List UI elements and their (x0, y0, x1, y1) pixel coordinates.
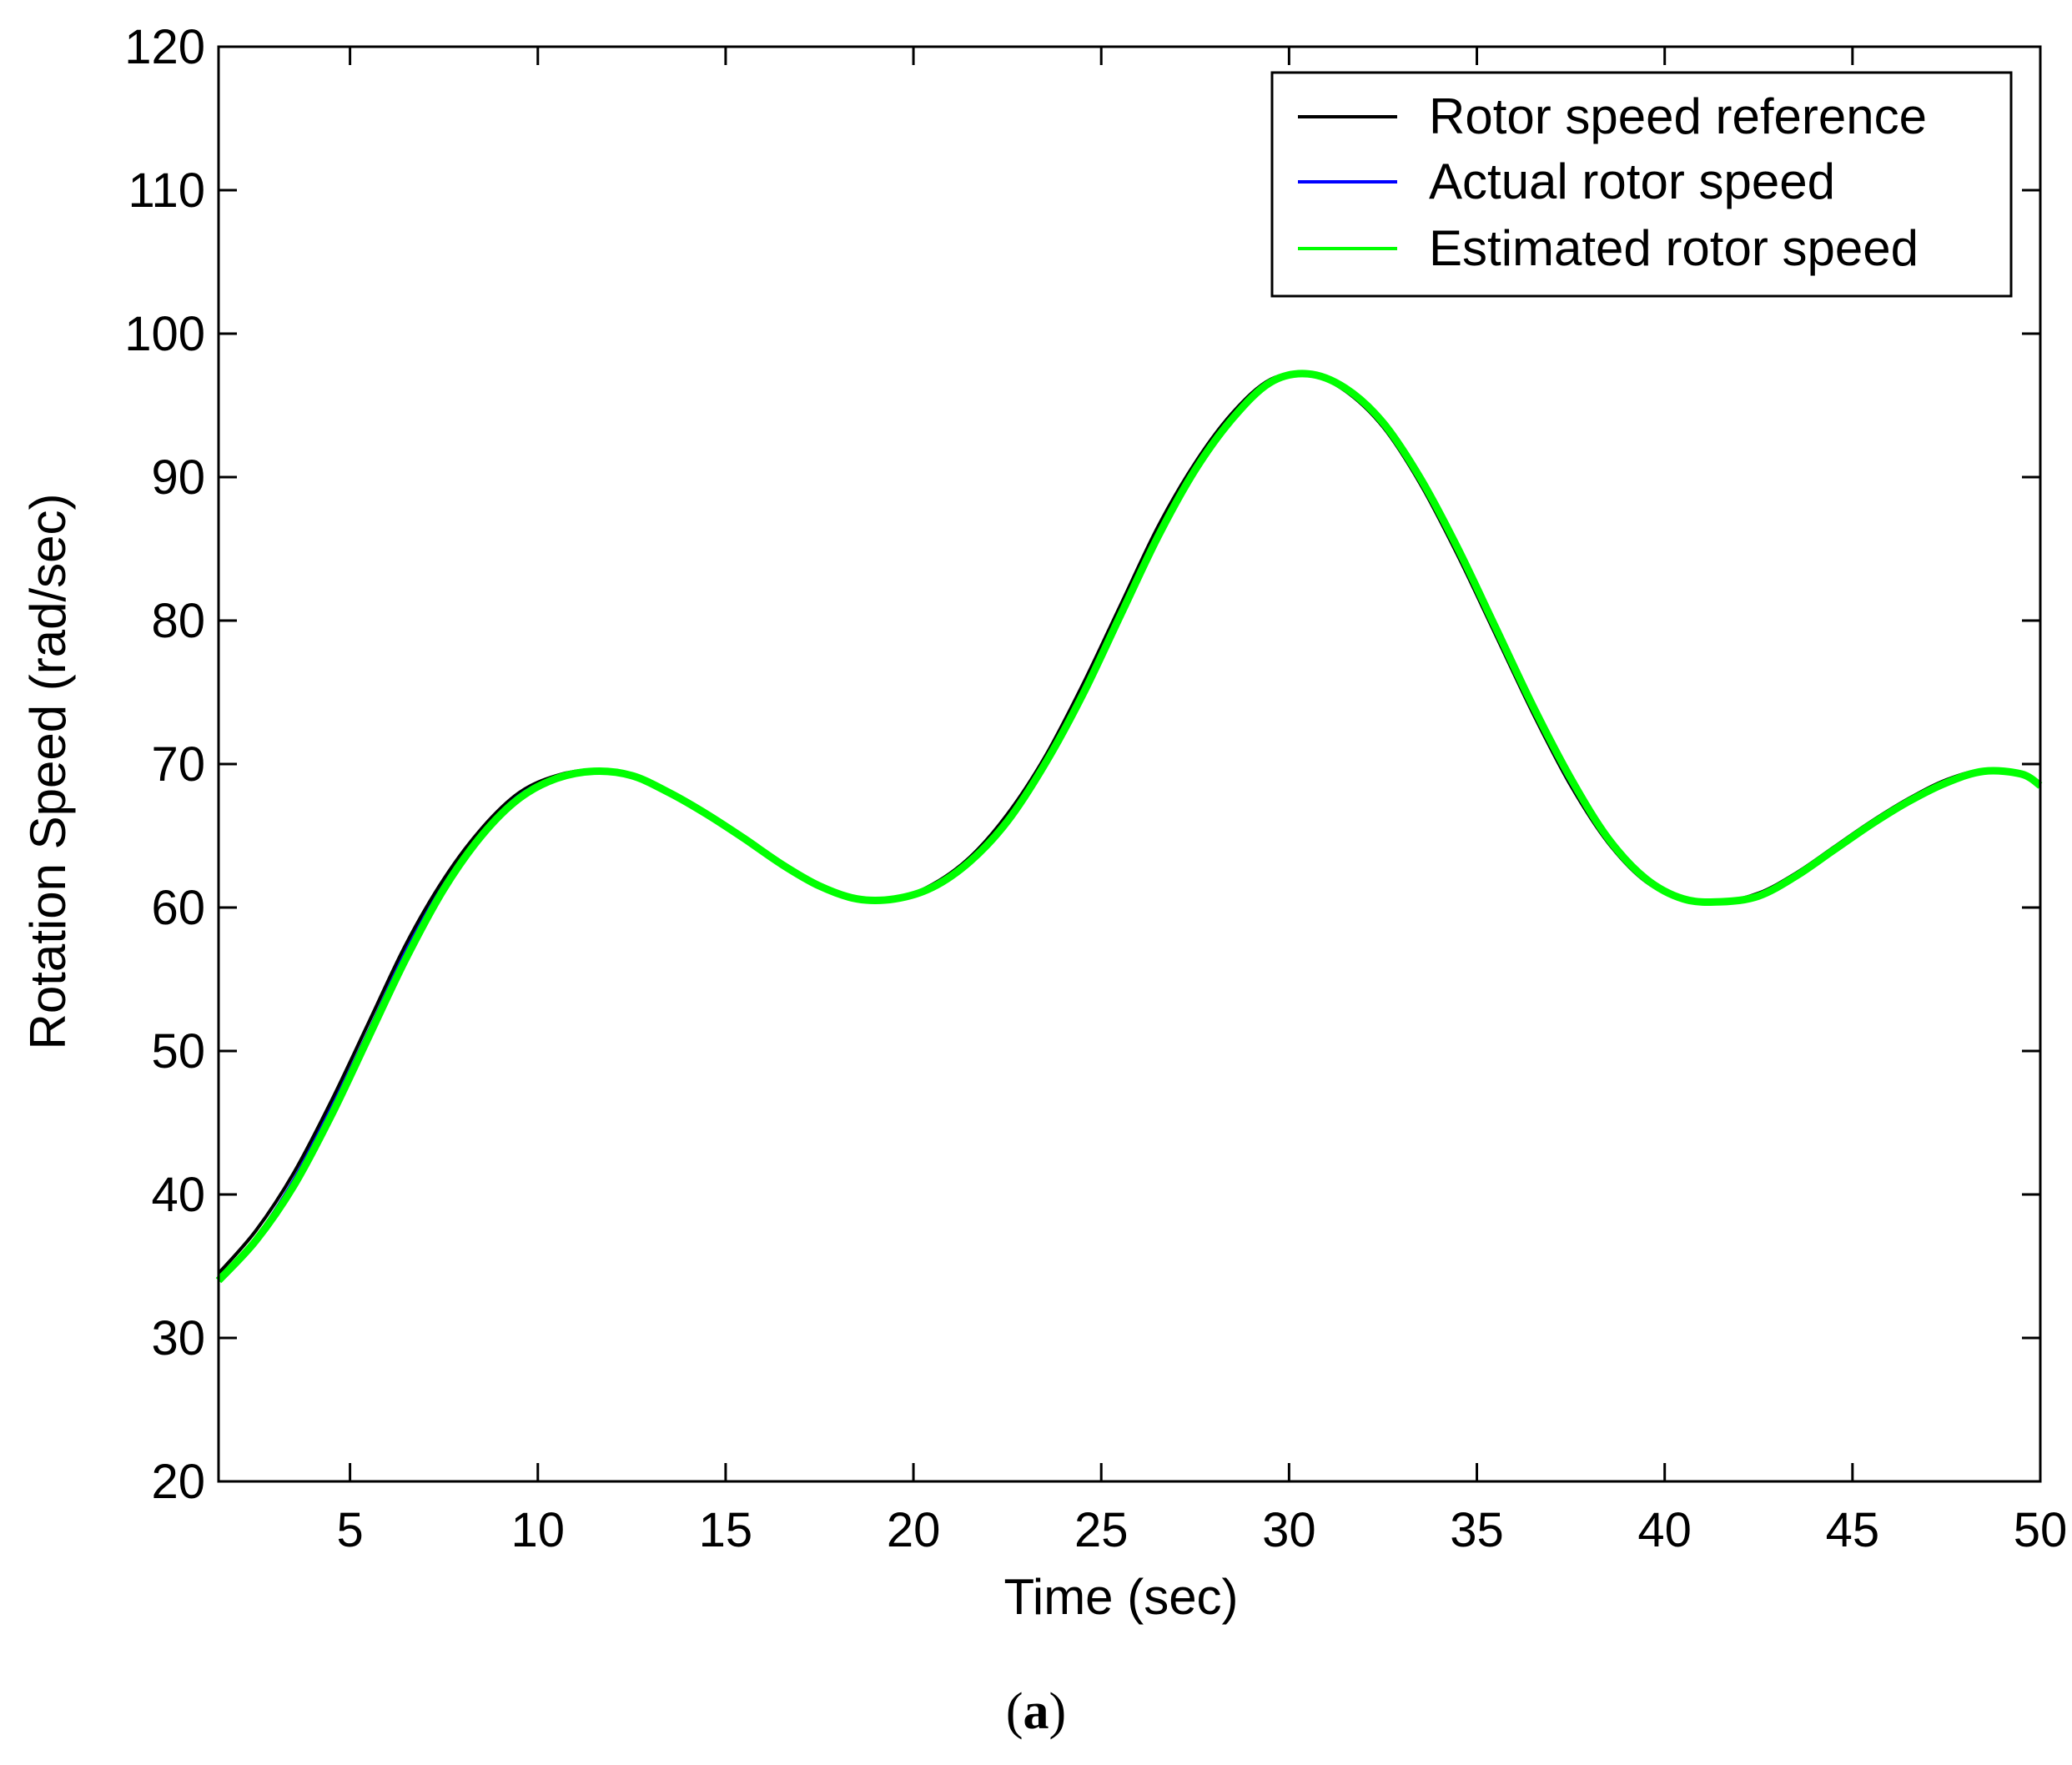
x-tick-label: 10 (511, 1503, 566, 1557)
x-tick-label: 5 (336, 1503, 363, 1557)
y-tick-label: 110 (128, 163, 205, 218)
series-layer (215, 370, 2043, 1284)
y-axis-title: Rotation Speed (rad/sec) (20, 493, 76, 1049)
y-tick-label: 80 (151, 594, 205, 648)
x-tick-label: 45 (1826, 1503, 1880, 1557)
y-tick-label: 50 (151, 1024, 205, 1079)
x-tick-label: 15 (699, 1503, 753, 1557)
y-tick-label: 40 (151, 1168, 205, 1222)
plot-frame (217, 45, 2042, 1483)
legend-label-estimated: Estimated rotor speed (1429, 220, 1919, 276)
x-tick-label: 25 (1074, 1503, 1129, 1557)
y-tick-label: 100 (124, 307, 205, 361)
legend: Rotor speed reference Actual rotor speed… (1270, 71, 2013, 298)
caption-open: ( (1006, 1683, 1023, 1740)
y-tick-label: 20 (151, 1455, 205, 1509)
x-tick-label: 20 (887, 1503, 941, 1557)
y-tick-label: 60 (151, 881, 205, 935)
legend-box (1270, 71, 2013, 298)
caption-close: ) (1049, 1683, 1067, 1740)
caption-letter: a (1023, 1683, 1049, 1740)
x-tick-label: 30 (1262, 1503, 1316, 1557)
y-tick-label: 30 (151, 1311, 205, 1365)
y-tick-label: 70 (151, 737, 205, 792)
legend-label-actual: Actual rotor speed (1429, 153, 1835, 209)
x-tick-label: 50 (2014, 1503, 2068, 1557)
series-line-estimated (215, 370, 2043, 1284)
x-axis-title: Time (sec) (1003, 1569, 1238, 1625)
y-tick-labels: 20 30 40 50 60 70 80 90 100 110 120 (124, 20, 205, 1509)
y-tick-label: 90 (151, 450, 205, 505)
figure-caption: (a) (1006, 1683, 1066, 1740)
y-tick-label: 120 (124, 20, 205, 74)
x-tick-label: 40 (1637, 1503, 1692, 1557)
x-tick-labels: 5 10 15 20 25 30 35 40 45 50 (336, 1503, 2067, 1557)
legend-label-reference: Rotor speed reference (1429, 88, 1927, 144)
x-tick-label: 35 (1450, 1503, 1504, 1557)
